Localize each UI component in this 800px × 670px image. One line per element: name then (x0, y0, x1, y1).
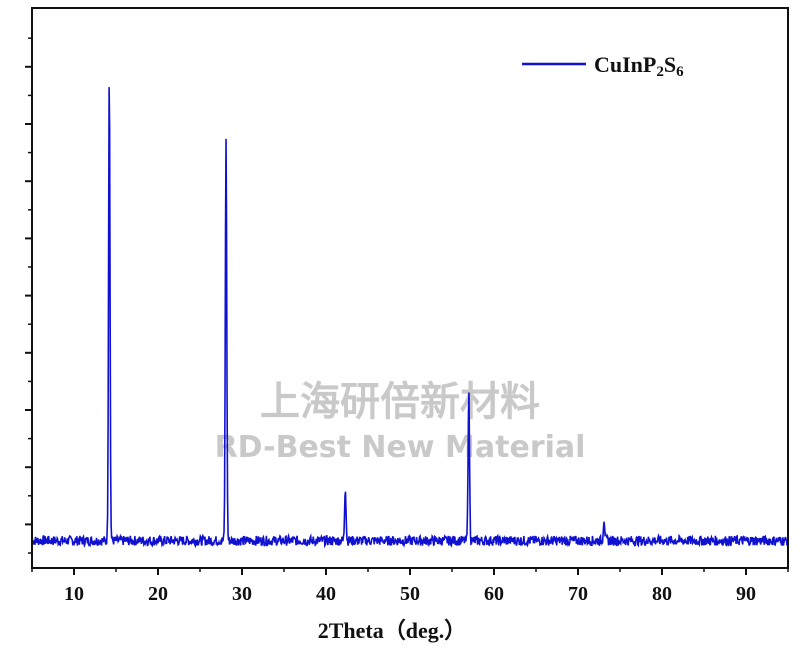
x-axis-title: 2Theta（deg.） (318, 618, 467, 643)
legend: CuInP2S6 (522, 52, 684, 80)
x-tick-label: 30 (232, 583, 252, 605)
watermark-chinese: 上海研倍新材料 (260, 379, 540, 425)
axis-ticks: 10 20 30 40 50 60 70 80 90 (25, 37, 789, 605)
x-tick-label: 20 (148, 583, 168, 605)
x-tick-label: 50 (400, 583, 420, 605)
xrd-series-line (31, 87, 789, 549)
watermark-english: RD-Best New Material (215, 430, 586, 465)
plot-area (31, 87, 789, 549)
x-tick-label: 90 (736, 583, 756, 605)
x-tick-label: 70 (568, 583, 588, 605)
x-tick-label: 40 (316, 583, 336, 605)
x-tick-label: 10 (64, 583, 84, 605)
plot-frame (31, 7, 789, 569)
legend-label: CuInP2S6 (594, 52, 684, 80)
x-tick-label: 60 (484, 583, 504, 605)
x-tick-label: 80 (652, 583, 672, 605)
